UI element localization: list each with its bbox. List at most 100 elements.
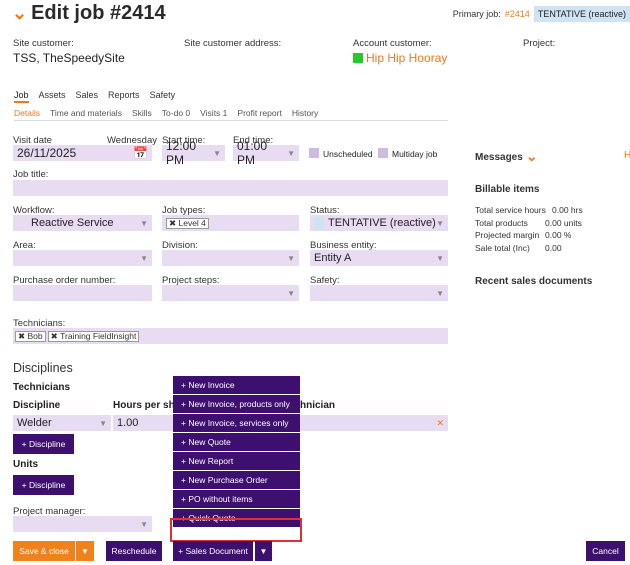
add-unit-discipline-button[interactable]: + Discipline bbox=[13, 475, 74, 495]
caret-down-icon: ▼ bbox=[259, 546, 268, 556]
units-heading: Units bbox=[13, 459, 38, 470]
project-steps-select[interactable]: ▼ bbox=[162, 285, 299, 301]
tab-job[interactable]: Job bbox=[14, 90, 29, 103]
business-entity-select[interactable]: Entity A ▼ bbox=[310, 250, 448, 266]
business-entity-label: Business entity: bbox=[310, 240, 377, 251]
tab-assets[interactable]: Assets bbox=[38, 90, 66, 100]
billable-items-heading: Billable items bbox=[475, 184, 540, 195]
chevron-down-icon: ▼ bbox=[140, 253, 148, 263]
technician-select[interactable]: ✕ bbox=[300, 415, 448, 431]
job-type-chip[interactable]: ✖ Level 4 bbox=[166, 217, 209, 229]
tab-time-materials[interactable]: Time and materials bbox=[49, 108, 122, 118]
safety-select[interactable]: ▼ bbox=[310, 285, 448, 301]
remove-row-icon[interactable]: ✕ bbox=[436, 417, 444, 428]
main-tabs: Job Assets Sales Reports Safety bbox=[14, 90, 175, 103]
primary-job-link[interactable]: #2414 bbox=[504, 9, 530, 19]
project-label: Project: bbox=[523, 38, 556, 49]
multiday-checkbox[interactable]: Multiday job bbox=[378, 148, 437, 159]
sales-document-dropdown[interactable]: ▼ bbox=[255, 541, 272, 561]
col-discipline: Discipline bbox=[13, 400, 61, 411]
account-customer-link[interactable]: Hip Hip Hooray bbox=[353, 51, 447, 65]
hours-input[interactable]: 1.00 bbox=[113, 415, 173, 431]
chevron-down-icon[interactable]: ⌄ bbox=[12, 2, 28, 23]
area-label: Area: bbox=[13, 240, 36, 251]
site-customer-value: TSS, TheSpeedySite bbox=[13, 51, 125, 65]
status-label: Status: bbox=[310, 205, 340, 216]
job-title-input[interactable] bbox=[13, 180, 448, 196]
menu-new-quote[interactable]: + New Quote bbox=[173, 433, 300, 452]
area-select[interactable]: ▼ bbox=[13, 250, 152, 266]
project-manager-label: Project manager: bbox=[13, 506, 86, 517]
add-discipline-button[interactable]: + Discipline bbox=[13, 434, 74, 454]
tab-safety[interactable]: Safety bbox=[149, 90, 176, 100]
chevron-down-icon: ▼ bbox=[287, 148, 295, 158]
chevron-down-icon: ▼ bbox=[287, 288, 295, 298]
primary-job: Primary job: #2414 TENTATIVE (reactive) bbox=[453, 6, 630, 22]
job-types-label: Job types: bbox=[162, 205, 206, 216]
sub-tabs: Details Time and materials Skills To-do … bbox=[14, 108, 318, 118]
menu-po-without-items[interactable]: + PO without items bbox=[173, 490, 300, 509]
end-time-label: End time: bbox=[233, 135, 274, 146]
tab-todo[interactable]: To-do 0 bbox=[161, 108, 191, 118]
tab-sales[interactable]: Sales bbox=[75, 90, 99, 100]
start-time-select[interactable]: 12:00 PM ▼ bbox=[162, 139, 225, 167]
chevron-down-icon: ▼ bbox=[436, 253, 444, 263]
status-square-icon bbox=[353, 53, 363, 63]
billable-summary: Total service hours 0.00 hrs Total produc… bbox=[475, 205, 583, 253]
menu-new-invoice[interactable]: + New Invoice bbox=[173, 376, 300, 395]
quick-quote-highlight bbox=[170, 518, 302, 542]
sales-document-button[interactable]: + Sales Document bbox=[173, 541, 253, 561]
technicians-label: Technicians: bbox=[13, 318, 66, 329]
save-close-button[interactable]: Save & close bbox=[13, 541, 75, 561]
chevron-down-icon: ▼ bbox=[436, 218, 444, 228]
site-address-label: Site customer address: bbox=[184, 38, 282, 49]
discipline-select[interactable]: Welder ▼ bbox=[13, 415, 111, 431]
chevron-down-icon: ▼ bbox=[436, 288, 444, 298]
chevron-down-icon: ▼ bbox=[140, 218, 148, 228]
tab-details[interactable]: Details bbox=[14, 108, 40, 118]
remove-icon: ✖ bbox=[18, 330, 26, 341]
start-time-label: Start time: bbox=[162, 135, 206, 146]
end-time-select[interactable]: 01:00 PM ▼ bbox=[233, 139, 299, 167]
chevron-down-icon: ▼ bbox=[287, 253, 295, 263]
visit-day: Wednesday bbox=[107, 135, 157, 146]
tab-history[interactable]: History bbox=[291, 108, 319, 118]
unscheduled-checkbox[interactable]: Unscheduled bbox=[309, 148, 373, 159]
job-title-label: Job title: bbox=[13, 169, 49, 180]
project-manager-select[interactable]: ▼ bbox=[13, 516, 152, 532]
tab-skills[interactable]: Skills bbox=[131, 108, 152, 118]
status-select[interactable]: TENTATIVE (reactive) ▼ bbox=[310, 215, 448, 231]
menu-new-purchase-order[interactable]: + New Purchase Order bbox=[173, 471, 300, 490]
page-title-text: Edit job #2414 bbox=[31, 2, 166, 24]
po-number-input[interactable] bbox=[13, 285, 152, 301]
calendar-icon[interactable]: 📅 bbox=[133, 146, 148, 160]
chevron-down-icon: ▼ bbox=[140, 519, 148, 529]
job-types-input[interactable]: ✖ Level 4 bbox=[162, 215, 299, 231]
safety-label: Safety: bbox=[310, 275, 340, 286]
remove-icon: ✖ bbox=[169, 217, 177, 228]
cancel-button[interactable]: Cancel bbox=[586, 541, 625, 561]
visit-date-input[interactable]: 26/11/2025 📅 bbox=[13, 145, 152, 161]
save-options-button[interactable]: ▼ bbox=[76, 541, 94, 561]
messages-link-cut[interactable]: H bbox=[624, 150, 630, 161]
account-customer-label: Account customer: bbox=[353, 38, 432, 49]
reschedule-button[interactable]: Reschedule bbox=[106, 541, 162, 561]
technicians-input[interactable]: ✖ Bob ✖ Training FieldInsight bbox=[13, 328, 448, 344]
messages-toggle[interactable]: Messages ⌄ bbox=[475, 148, 538, 164]
caret-down-icon: ▼ bbox=[81, 546, 89, 556]
workflow-label: Workflow: bbox=[13, 205, 55, 216]
visit-date-label: Visit date bbox=[13, 135, 52, 146]
page-title: ⌄ Edit job #2414 bbox=[12, 2, 166, 25]
tab-profit-report[interactable]: Profit report bbox=[237, 108, 282, 118]
division-select[interactable]: ▼ bbox=[162, 250, 299, 266]
menu-new-invoice-services[interactable]: + New Invoice, services only bbox=[173, 414, 300, 433]
tab-divider bbox=[14, 120, 448, 121]
tab-reports[interactable]: Reports bbox=[108, 90, 140, 100]
menu-new-invoice-products[interactable]: + New Invoice, products only bbox=[173, 395, 300, 414]
tab-visits[interactable]: Visits 1 bbox=[200, 108, 228, 118]
workflow-select[interactable]: Reactive Service ▼ bbox=[13, 215, 152, 231]
technician-chip[interactable]: ✖ Bob bbox=[15, 330, 46, 342]
technician-chip[interactable]: ✖ Training FieldInsight bbox=[47, 330, 140, 342]
remove-icon: ✖ bbox=[50, 330, 58, 341]
menu-new-report[interactable]: + New Report bbox=[173, 452, 300, 471]
